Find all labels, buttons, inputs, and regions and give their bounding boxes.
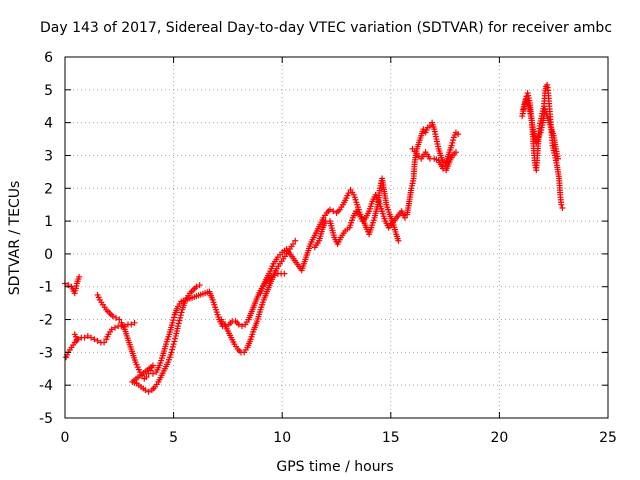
y-tick-label: 6 <box>44 50 53 66</box>
data-point <box>290 241 297 248</box>
data-point <box>239 323 246 330</box>
y-tick-label: 5 <box>44 83 53 99</box>
data-point <box>101 339 108 346</box>
data-point <box>145 388 152 395</box>
x-axis-label: GPS time / hours <box>276 459 393 475</box>
data-point <box>113 314 120 321</box>
data-point <box>426 122 433 129</box>
data-point <box>111 324 118 331</box>
data-point <box>116 316 123 323</box>
data-point <box>177 314 184 321</box>
chart-title: Day 143 of 2017, Sidereal Day-to-day VTE… <box>40 20 612 36</box>
data-point <box>128 321 135 328</box>
data-point <box>169 319 176 326</box>
x-tick-label: 10 <box>273 430 291 446</box>
y-tick-label: -4 <box>39 378 53 394</box>
data-point <box>558 201 565 208</box>
data-point <box>84 332 91 339</box>
data-point <box>450 137 457 144</box>
y-axis-label: SDTVAR / TECUs <box>7 181 23 296</box>
y-tick-label: -2 <box>39 313 53 329</box>
data-point <box>142 387 149 394</box>
data-point <box>420 126 427 133</box>
data-point <box>395 237 402 244</box>
data-point <box>559 204 566 211</box>
data-point <box>172 335 179 342</box>
data-point <box>555 155 562 162</box>
data-point <box>170 341 177 348</box>
data-point <box>235 321 242 328</box>
data-point <box>169 346 176 353</box>
data-point <box>452 149 459 156</box>
data-point <box>169 343 176 350</box>
data-point <box>73 336 80 343</box>
x-tick-label: 20 <box>490 430 508 446</box>
data-point <box>143 373 150 380</box>
data-point <box>345 190 352 197</box>
data-point <box>171 338 178 345</box>
data-point <box>178 309 185 316</box>
data-point <box>326 206 333 213</box>
data-point <box>448 142 455 149</box>
data-point <box>449 139 456 146</box>
x-tick-labels: 0 5 10 15 20 25 <box>61 430 617 446</box>
y-tick-labels: -5 -4 -3 -2 -1 0 1 2 3 4 5 6 <box>39 50 53 427</box>
y-tick-label: 0 <box>44 247 53 263</box>
y-tick-label: 1 <box>44 214 53 230</box>
data-point <box>196 282 203 289</box>
data-point <box>292 237 299 244</box>
data-point <box>170 317 177 324</box>
y-tick-label: 2 <box>44 181 53 197</box>
x-tick-label: 0 <box>61 430 70 446</box>
data-point <box>108 326 115 333</box>
data-point <box>94 337 101 344</box>
data-point <box>168 349 175 356</box>
data-point <box>175 320 182 327</box>
data-point <box>131 319 138 326</box>
data-point <box>76 273 83 280</box>
data-point <box>91 336 98 343</box>
y-tick-label: -3 <box>39 345 53 361</box>
data-point <box>88 334 95 341</box>
y-tick-label: -1 <box>39 280 53 296</box>
y-tick-label: -5 <box>39 411 53 427</box>
data-point <box>149 370 156 377</box>
data-point <box>109 313 116 320</box>
data-point <box>174 323 181 330</box>
data-point <box>281 270 288 277</box>
y-tick-label: 4 <box>44 116 53 132</box>
data-point <box>81 334 88 341</box>
x-tick-label: 5 <box>169 430 178 446</box>
data-point <box>401 214 408 221</box>
data-point <box>177 312 184 319</box>
data-point <box>193 283 200 290</box>
data-point <box>455 131 462 138</box>
grid <box>65 57 608 418</box>
data-point <box>176 317 183 324</box>
x-tick-label: 15 <box>382 430 400 446</box>
data-points <box>62 81 566 395</box>
x-tick-label: 25 <box>599 430 617 446</box>
y-tick-label: 3 <box>44 148 53 164</box>
data-point <box>170 314 177 321</box>
axis-ticks <box>64 56 609 419</box>
plot-frame <box>64 56 609 419</box>
